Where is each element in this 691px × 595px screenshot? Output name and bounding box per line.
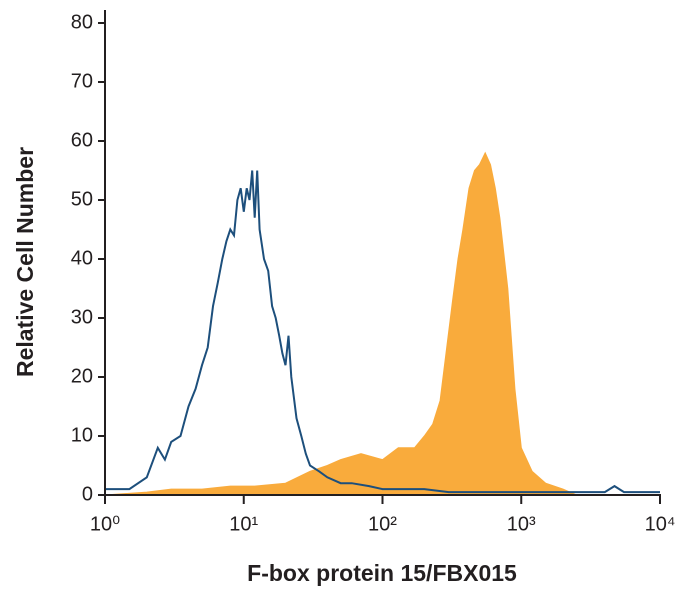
y-tick-label: 20 [71,365,93,387]
histogram-area [104,151,577,496]
y-tick-label: 0 [82,483,93,505]
y-tick-label: 10 [71,424,93,446]
plot-area [104,151,660,496]
y-tick-label: 60 [71,129,93,151]
x-tick-label: 10⁰ [90,513,120,535]
x-axis-title: F-box protein 15/FBX015 [247,560,517,586]
x-tick-label: 10⁴ [645,513,676,535]
y-tick-label: 50 [71,188,93,210]
histogram-line [105,170,660,494]
x-tick-label: 10² [368,513,397,535]
y-tick-label: 80 [71,11,93,33]
y-tick-label: 30 [71,306,93,328]
y-tick-label: 40 [71,247,93,269]
x-tick-label: 10³ [507,513,536,535]
y-tick-label: 70 [71,70,93,92]
x-tick-label: 10¹ [229,513,258,535]
y-axis-title: Relative Cell Number [12,147,38,377]
